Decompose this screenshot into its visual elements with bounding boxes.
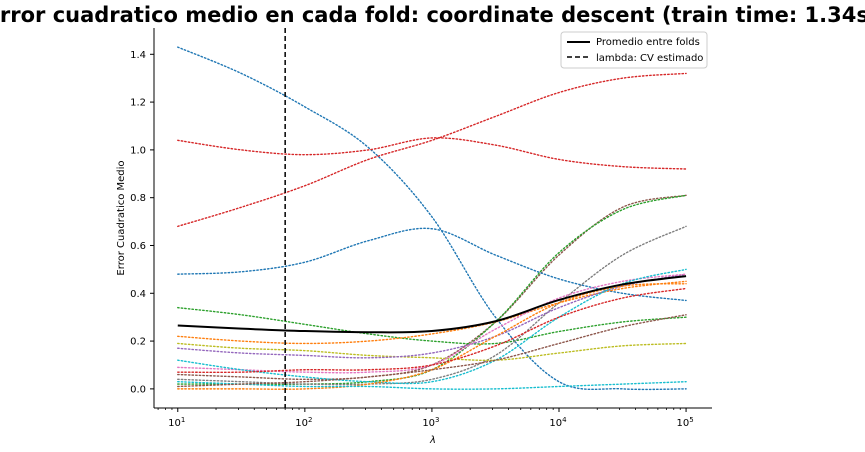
series-line-fold-10 (177, 342, 687, 362)
series-line-fold-16 (177, 381, 687, 390)
series-line-fold-5 (177, 227, 687, 302)
y-tick-label-1: 0.2 (130, 337, 146, 348)
series-line-fold-15 (177, 287, 687, 374)
y-tick-label-5: 1.0 (130, 145, 146, 156)
x-tick-label-4: 105 (676, 416, 693, 429)
x-tick-label-0: 101 (168, 416, 185, 429)
y-ticks: 0.0 0.2 0.4 0.6 0.8 1.0 1.2 1.4 (130, 50, 154, 395)
legend-box (560, 31, 708, 69)
y-tick-label-4: 0.8 (130, 193, 146, 204)
y-tick-label-3: 0.6 (130, 241, 146, 252)
legend-label-mean: Promedio entre folds (596, 37, 700, 48)
series-line-fold-13 (177, 268, 687, 385)
mean-layer (177, 275, 687, 334)
series-line-fold-17 (177, 314, 687, 388)
series-line-fold-6 (177, 306, 687, 345)
legend: Promedio entre folds lambda: CV estimado (560, 31, 708, 69)
x-ticks: 101 102 103 104 105 (157, 408, 694, 429)
series-line-fold-8 (177, 225, 687, 386)
series-line-fold-12 (177, 273, 687, 374)
y-tick-label-0: 0.0 (130, 384, 146, 395)
y-tick-label-6: 1.2 (130, 98, 146, 109)
x-tick-label-1: 102 (295, 416, 312, 429)
series-line-fold-9 (177, 280, 687, 345)
x-axis-label: λ (429, 435, 436, 446)
series-line-fold-3 (177, 72, 687, 228)
series-line-fold-2 (177, 137, 687, 170)
series-line-fold-14 (177, 283, 687, 390)
x-tick-label-3: 104 (549, 416, 567, 429)
chart-title: Error cuadratico medio en cada fold: coo… (0, 3, 865, 27)
series-line-fold-1 (177, 46, 687, 391)
series-layer (177, 46, 687, 391)
legend-label-cv: lambda: CV estimado (596, 53, 703, 64)
series-line-fold-11 (177, 273, 687, 359)
x-tick-label-2: 103 (422, 416, 439, 429)
series-line-mean (177, 275, 687, 334)
y-tick-label-2: 0.4 (130, 289, 146, 300)
y-axis-label: Error Cuadratico Medio (116, 160, 127, 275)
y-tick-label-7: 1.4 (130, 50, 146, 61)
